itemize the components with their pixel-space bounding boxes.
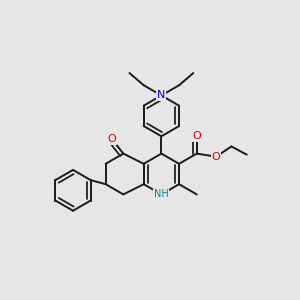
Text: N: N	[157, 91, 166, 100]
Text: O: O	[192, 131, 201, 141]
Text: NH: NH	[154, 189, 169, 200]
Text: O: O	[212, 152, 220, 162]
Text: O: O	[108, 134, 116, 144]
